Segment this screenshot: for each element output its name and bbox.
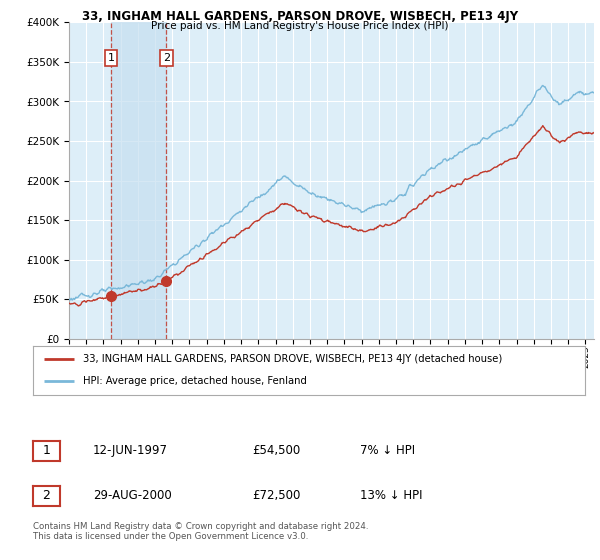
Text: 1: 1 — [43, 444, 50, 458]
Text: 29-AUG-2000: 29-AUG-2000 — [93, 489, 172, 502]
Text: 33, INGHAM HALL GARDENS, PARSON DROVE, WISBECH, PE13 4JY (detached house): 33, INGHAM HALL GARDENS, PARSON DROVE, W… — [83, 354, 502, 364]
Text: 33, INGHAM HALL GARDENS, PARSON DROVE, WISBECH, PE13 4JY: 33, INGHAM HALL GARDENS, PARSON DROVE, W… — [82, 10, 518, 23]
Text: £54,500: £54,500 — [252, 444, 300, 458]
Text: £72,500: £72,500 — [252, 489, 301, 502]
Text: 1: 1 — [107, 53, 115, 63]
Text: Price paid vs. HM Land Registry's House Price Index (HPI): Price paid vs. HM Land Registry's House … — [151, 21, 449, 31]
Polygon shape — [111, 22, 166, 339]
Text: 2: 2 — [163, 53, 170, 63]
Text: 7% ↓ HPI: 7% ↓ HPI — [360, 444, 415, 458]
Text: 2: 2 — [43, 489, 50, 502]
Text: 13% ↓ HPI: 13% ↓ HPI — [360, 489, 422, 502]
Text: 12-JUN-1997: 12-JUN-1997 — [93, 444, 168, 458]
Text: Contains HM Land Registry data © Crown copyright and database right 2024.
This d: Contains HM Land Registry data © Crown c… — [33, 522, 368, 542]
Text: HPI: Average price, detached house, Fenland: HPI: Average price, detached house, Fenl… — [83, 376, 307, 386]
